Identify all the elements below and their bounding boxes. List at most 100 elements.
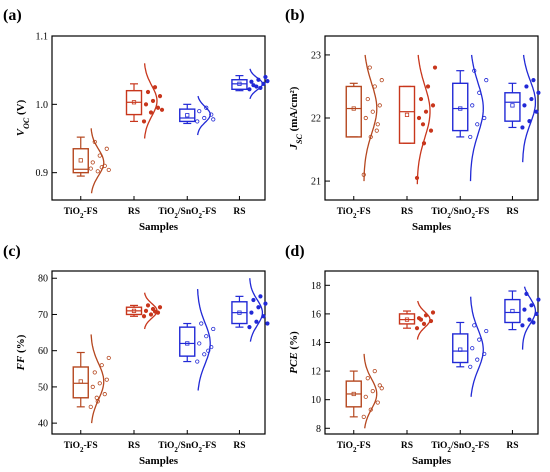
mean-marker [78, 158, 83, 163]
x-axis-label: Samples [139, 221, 179, 233]
data-point [428, 128, 434, 133]
data-point [148, 110, 154, 115]
data-point [145, 303, 151, 308]
mean-marker [510, 103, 515, 108]
mean-marker [458, 347, 463, 352]
panel-label: (b) [285, 7, 305, 24]
series-2: TiO2/SnO2-FS [158, 289, 216, 454]
x-tick-label-part: TiO [64, 207, 80, 217]
data-point [430, 103, 436, 108]
y-tick-label: 1.1 [36, 32, 49, 43]
y-axis-label-unit: (%) [288, 331, 300, 352]
data-point [468, 364, 473, 369]
box [504, 92, 521, 122]
data-point [143, 308, 149, 313]
y-tick-label: 40 [38, 419, 48, 430]
box [398, 313, 416, 325]
data-point [247, 325, 252, 330]
data-point [375, 122, 380, 127]
series-3: RS [231, 278, 270, 451]
data-point [536, 90, 541, 95]
x-tick-label-part: 2 [447, 212, 451, 220]
y-axis-label: VOC (V) [15, 99, 31, 136]
data-point [249, 310, 254, 315]
x-tick-label-part: TiO [64, 441, 80, 451]
data-point [367, 65, 372, 70]
x-tick-label: TiO2-FS [337, 441, 371, 454]
data-point [258, 294, 263, 299]
box [72, 366, 89, 399]
mean-marker [404, 112, 410, 117]
y-tick-label: 80 [38, 274, 48, 285]
data-point [265, 79, 270, 84]
series-1: RS [125, 292, 163, 451]
y-tick-label: 0.9 [36, 168, 49, 179]
x-tick-label-part: 2 [80, 212, 84, 220]
series-1: RS [125, 63, 165, 217]
data-point [372, 368, 377, 374]
box [398, 85, 416, 144]
data-point [522, 103, 527, 108]
data-point [106, 355, 111, 361]
series-3: RS [504, 286, 541, 451]
x-tick-label: TiO2/SnO2-FS [158, 441, 216, 454]
distribution-curve [363, 54, 378, 182]
y-tick-label: 8 [316, 424, 321, 435]
x-tick-label: TiO2-FS [337, 207, 371, 220]
y-tick-label: 12 [311, 367, 321, 378]
y-tick-label: 50 [38, 382, 48, 393]
y-tick-label: 14 [311, 338, 321, 349]
x-tick-label-part: RS [506, 441, 518, 451]
data-point [249, 79, 254, 84]
box [179, 108, 196, 123]
mean-marker [351, 391, 356, 397]
y-tick-label: 1.0 [36, 100, 49, 111]
y-axis-label-sub: SC [295, 133, 304, 143]
data-point [254, 319, 259, 324]
x-tick-label: RS [233, 441, 245, 451]
data-point [202, 352, 207, 357]
mean-marker [458, 106, 463, 111]
data-point [104, 146, 109, 151]
box [452, 82, 469, 132]
data-point [150, 98, 156, 104]
distribution-curve [143, 63, 158, 139]
data-point [529, 303, 534, 308]
x-axis-label: Samples [139, 455, 179, 467]
data-point [199, 321, 204, 326]
x-tick-label: TiO2-FS [64, 207, 98, 220]
series-0: TiO2-FS [64, 334, 111, 454]
data-point [432, 65, 438, 70]
data-point [370, 389, 375, 394]
y-tick-label: 22 [311, 114, 321, 125]
x-tick-label-part: TiO [431, 441, 447, 451]
x-tick-label: TiO2/SnO2-FS [431, 441, 489, 454]
mean-marker [237, 81, 242, 86]
y-tick-label: 18 [311, 281, 321, 292]
mean-marker [351, 106, 356, 111]
data-point [88, 166, 93, 171]
data-point [477, 337, 482, 342]
data-point [534, 109, 539, 114]
x-tick-label-part: -FS [475, 207, 489, 217]
x-tick-label: RS [401, 441, 413, 451]
panel-label: (d) [285, 243, 305, 260]
x-axis-label: Samples [412, 455, 452, 467]
data-point [418, 317, 424, 322]
y-axis-label-unit: (mA/cm²) [288, 86, 300, 134]
data-point [423, 109, 429, 114]
data-point [379, 78, 384, 83]
y-tick-label: 16 [311, 309, 321, 320]
x-tick-label-part: 2 [472, 212, 476, 220]
data-point [157, 305, 163, 310]
data-point [475, 122, 480, 127]
data-point [95, 169, 100, 174]
mean-marker [185, 113, 190, 118]
y-tick-label: 60 [38, 346, 48, 357]
data-point [102, 392, 107, 397]
data-point [414, 326, 420, 331]
y-axis-label: JSC (mA/cm²) [288, 86, 304, 150]
